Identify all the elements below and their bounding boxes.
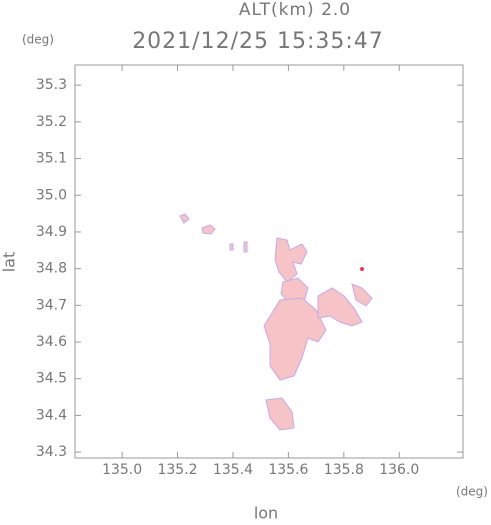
y-tick-label: 35.2 (36, 114, 67, 130)
x-unit: (deg) (456, 485, 488, 499)
y-tick-label: 34.5 (36, 371, 67, 387)
y-tick-label: 34.4 (36, 407, 67, 423)
y-unit: (deg) (22, 33, 54, 47)
y-tick-label: 35.3 (36, 77, 67, 93)
x-tick-label: 135.2 (157, 462, 197, 478)
y-tick-label: 34.8 (36, 261, 67, 277)
x-tick-label: 135.4 (213, 462, 253, 478)
x-tick-label: 135.0 (102, 462, 142, 478)
x-tick-label: 136.0 (379, 462, 419, 478)
y-tick-label: 34.3 (36, 444, 67, 460)
y-axis-label: lat (0, 252, 19, 273)
x-tick-label: 135.6 (268, 462, 308, 478)
plot-frame (74, 64, 464, 459)
echo-areas (179, 213, 373, 431)
chart-title: 2021/12/25 15:35:47 (132, 29, 384, 54)
y-tick-label: 34.9 (36, 224, 67, 240)
y-tick-label: 35.0 (36, 187, 67, 203)
x-tick-label: 135.8 (324, 462, 364, 478)
x-axis-label: lon (254, 504, 278, 522)
y-tick-label: 34.7 (36, 297, 67, 313)
y-tick-label: 34.6 (36, 334, 67, 350)
subtitle: ALT(km) 2.0 (239, 0, 351, 20)
y-tick-label: 35.1 (36, 151, 67, 167)
